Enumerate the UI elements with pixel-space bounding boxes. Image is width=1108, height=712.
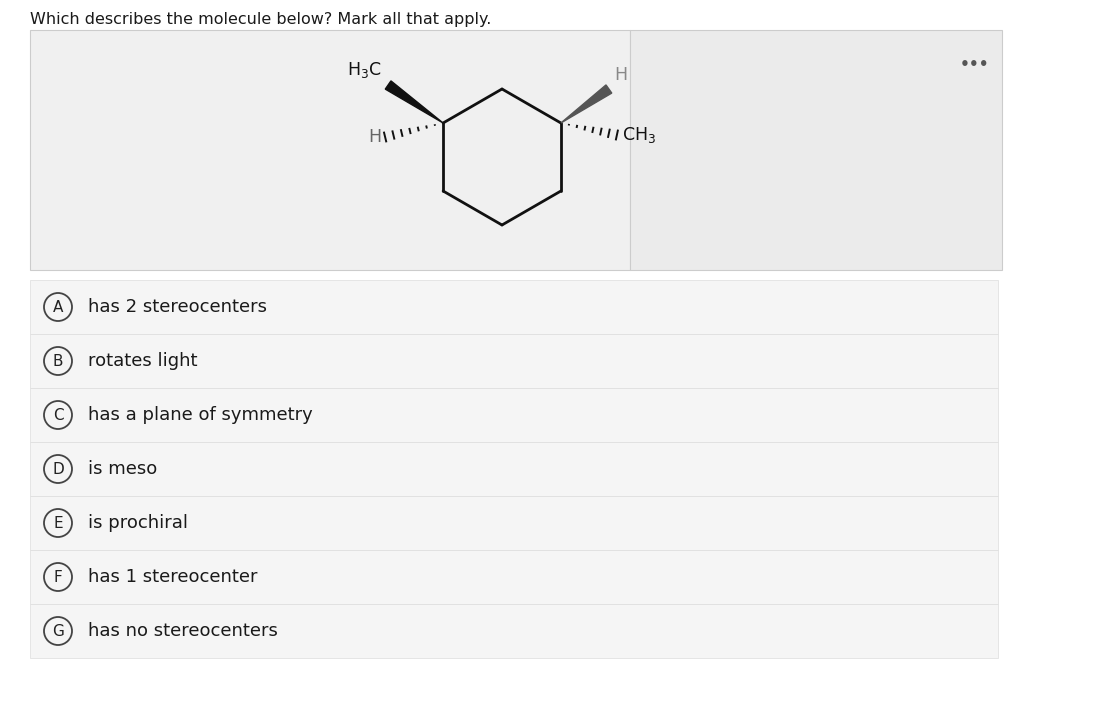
FancyBboxPatch shape xyxy=(30,442,998,496)
FancyBboxPatch shape xyxy=(30,334,998,388)
Text: D: D xyxy=(52,461,64,476)
Text: has 1 stereocenter: has 1 stereocenter xyxy=(88,568,257,586)
FancyBboxPatch shape xyxy=(30,496,998,550)
Text: C: C xyxy=(53,407,63,422)
Text: H: H xyxy=(614,66,627,84)
Polygon shape xyxy=(386,81,443,123)
Text: •••: ••• xyxy=(961,56,989,71)
Text: has a plane of symmetry: has a plane of symmetry xyxy=(88,406,312,424)
Text: F: F xyxy=(53,570,62,585)
Text: CH$_3$: CH$_3$ xyxy=(622,125,656,145)
Text: Which describes the molecule below? Mark all that apply.: Which describes the molecule below? Mark… xyxy=(30,12,491,27)
FancyBboxPatch shape xyxy=(30,280,998,334)
Text: is meso: is meso xyxy=(88,460,157,478)
Text: H: H xyxy=(368,128,381,146)
Text: is prochiral: is prochiral xyxy=(88,514,188,532)
FancyBboxPatch shape xyxy=(30,604,998,658)
Text: H$_3$C: H$_3$C xyxy=(348,60,382,80)
FancyBboxPatch shape xyxy=(30,388,998,442)
Polygon shape xyxy=(561,85,612,123)
Text: G: G xyxy=(52,624,64,639)
Text: has no stereocenters: has no stereocenters xyxy=(88,622,278,640)
FancyBboxPatch shape xyxy=(630,30,1002,270)
Text: E: E xyxy=(53,515,63,530)
Text: has 2 stereocenters: has 2 stereocenters xyxy=(88,298,267,316)
Text: A: A xyxy=(53,300,63,315)
Text: rotates light: rotates light xyxy=(88,352,197,370)
Text: B: B xyxy=(53,353,63,369)
FancyBboxPatch shape xyxy=(30,30,630,270)
FancyBboxPatch shape xyxy=(30,550,998,604)
